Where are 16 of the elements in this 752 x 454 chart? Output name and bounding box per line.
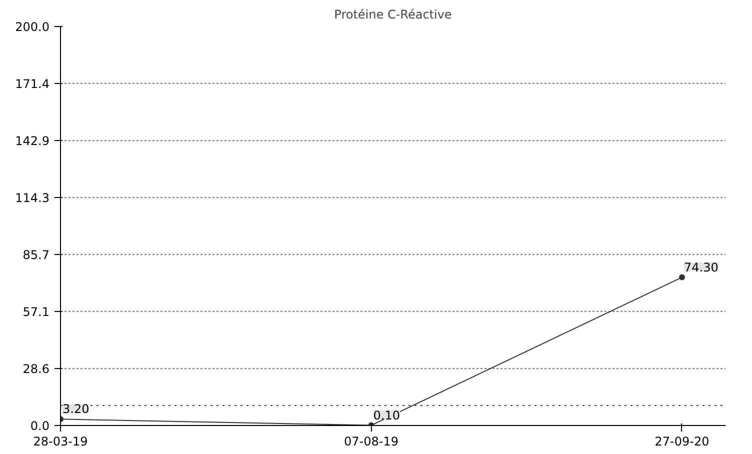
y-tick-label: 142.9 bbox=[15, 134, 50, 148]
text: 0.10 bbox=[373, 408, 400, 422]
x-tick-label: 27-09-20 bbox=[654, 434, 710, 448]
y-tick-label: 85.7 bbox=[22, 248, 50, 262]
text: 3.20 bbox=[62, 402, 90, 416]
y-tick-label: 28.6 bbox=[22, 362, 50, 376]
y-tick-label: 171.4 bbox=[15, 77, 50, 92]
y-tick-label: 57.1 bbox=[22, 305, 50, 320]
x-tick-label: 07-08-19 bbox=[344, 434, 398, 448]
y-tick-label: 114.3 bbox=[15, 190, 50, 205]
x-tick-label: 28-03-19 bbox=[33, 434, 88, 448]
y-tick-label: 0.0 bbox=[30, 419, 50, 433]
point bbox=[678, 274, 685, 280]
y-tick-label: 200.0 bbox=[15, 20, 50, 34]
text: 74.30 bbox=[684, 260, 718, 274]
chart-title: Protéine C-Réactive bbox=[334, 8, 452, 22]
